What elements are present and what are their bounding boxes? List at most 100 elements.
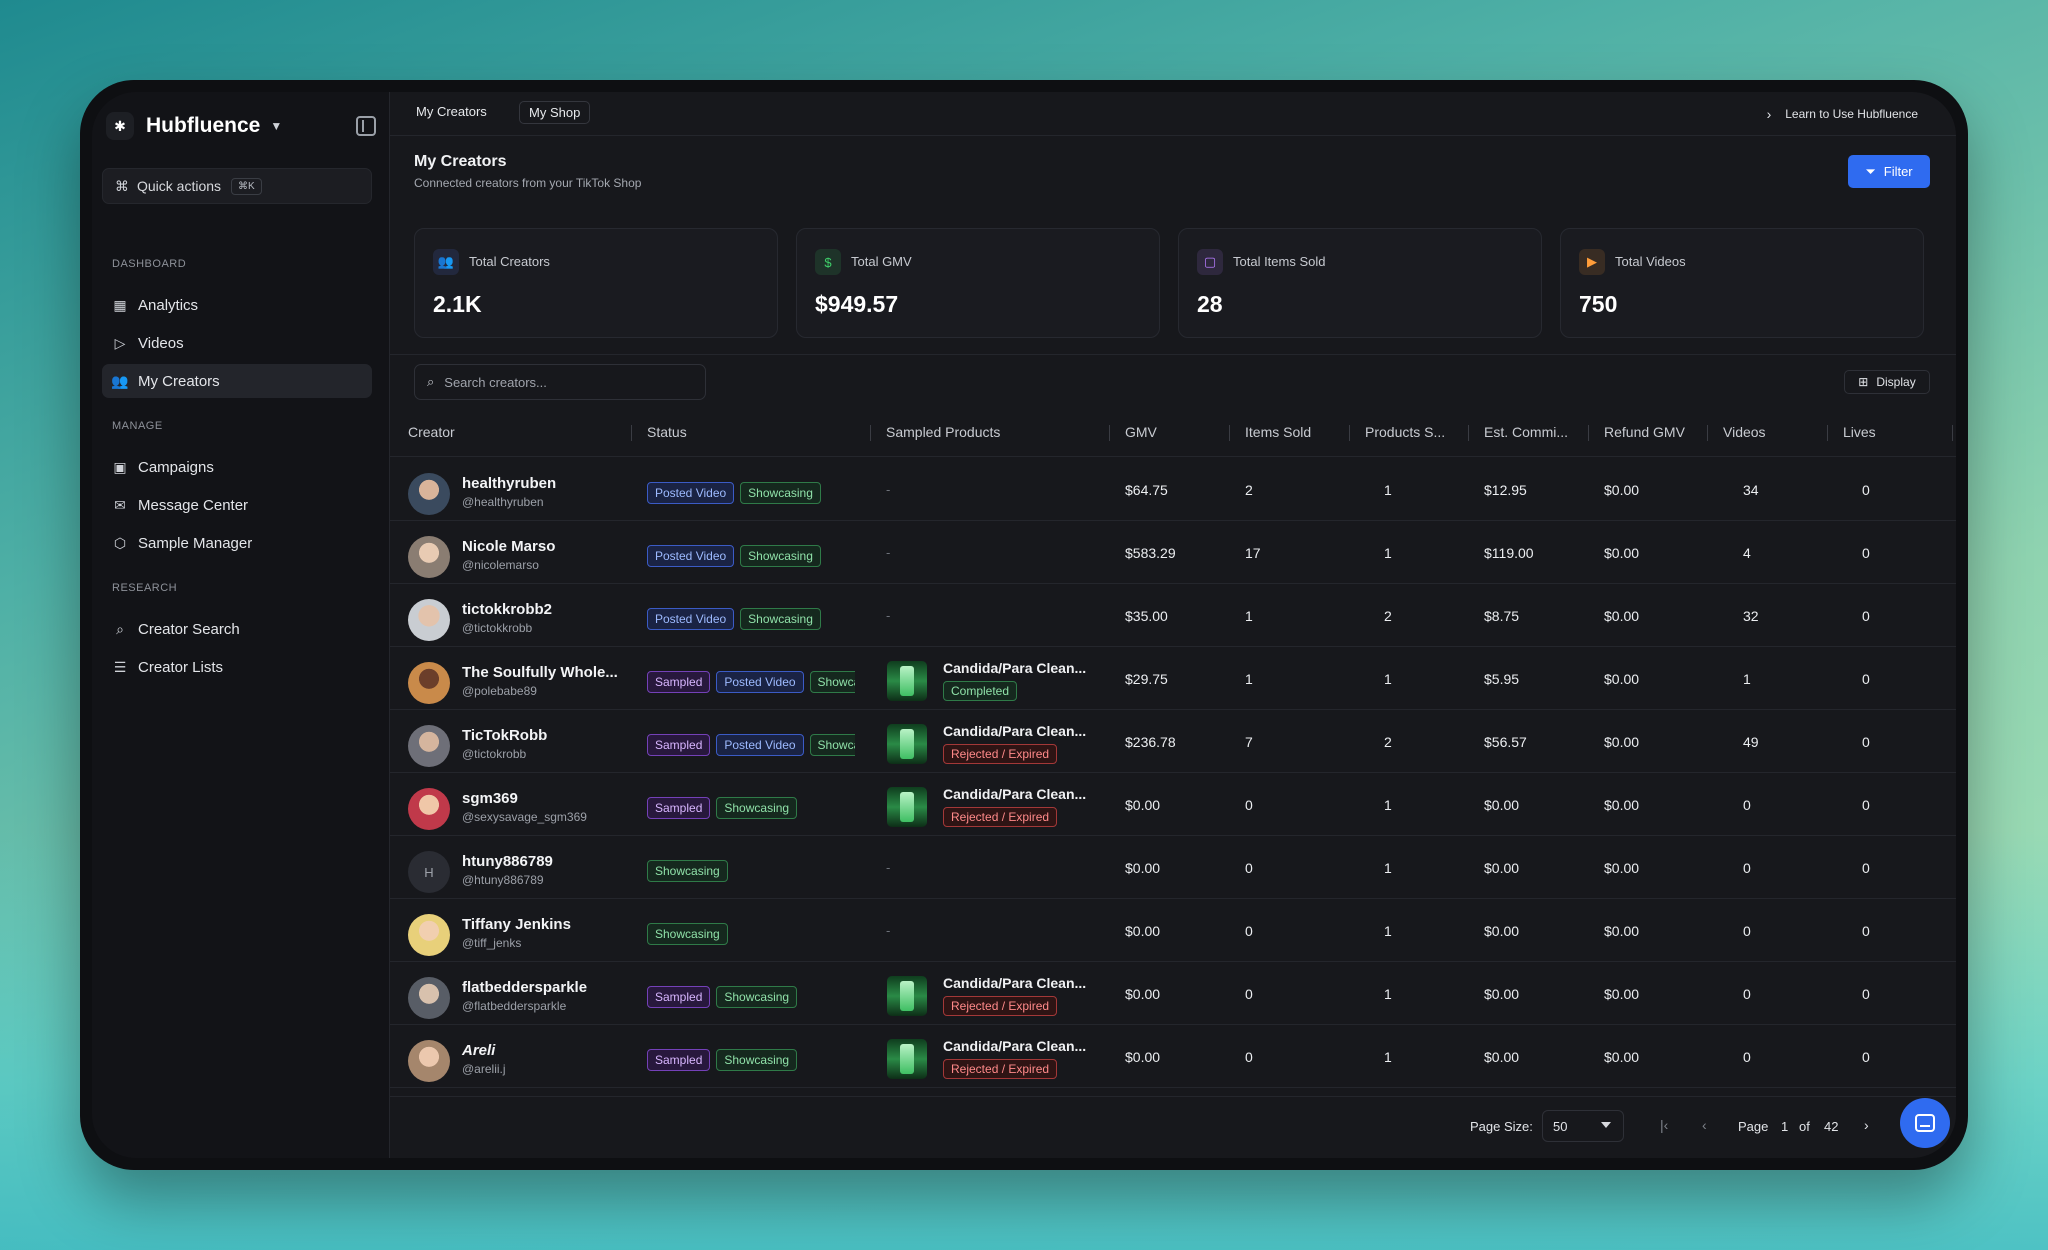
filter-label: Filter [1883, 164, 1913, 179]
cell-lives: 0 [1862, 986, 1870, 1002]
table-row[interactable]: Nicole Marso @nicolemarso Posted Video Show… [390, 521, 1956, 584]
table-row[interactable]: TicTokRobb @tictokrobb Sampled Posted Video… [390, 710, 1956, 773]
stat-card-total-creators: 👥 Total Creators 2.1K [414, 228, 778, 338]
creator-name[interactable]: tictokkrobb2 [462, 601, 553, 618]
column-divider[interactable] [870, 425, 871, 441]
tab-my-shop[interactable]: My Shop [519, 101, 591, 124]
product-name[interactable]: Candida/Para Clean... [943, 1038, 1087, 1054]
creator-name[interactable]: The Soulfully Whole... [462, 664, 618, 681]
first-page-button[interactable]: |‹ [1660, 1117, 1669, 1133]
product-name[interactable]: Candida/Para Clean... [943, 786, 1087, 802]
column-header-3[interactable]: GMV [1125, 424, 1157, 440]
chat-button[interactable] [1900, 1098, 1950, 1148]
column-header-8[interactable]: Videos [1723, 424, 1766, 440]
stat-value: $949.57 [815, 291, 899, 317]
product-status-badge: Rejected / Expired [943, 807, 1058, 827]
column-divider[interactable] [1588, 425, 1589, 441]
filter-button[interactable]: ⏷ Filter [1848, 155, 1930, 188]
cell-videos: 32 [1743, 608, 1759, 624]
table-row[interactable]: The Soulfully Whole... @polebabe89 Sampled… [390, 647, 1956, 710]
list-icon: ☰ [113, 658, 127, 675]
column-header-4[interactable]: Items Sold [1245, 424, 1312, 440]
search-input[interactable]: ⌕ Search creators... [414, 364, 706, 400]
display-button[interactable]: ⊞ Display [1844, 370, 1930, 394]
cell-items: 0 [1245, 986, 1253, 1002]
column-divider[interactable] [1349, 425, 1350, 441]
cell-items: 0 [1245, 860, 1253, 876]
status-badge: Posted Video [647, 545, 735, 567]
column-divider[interactable] [631, 425, 632, 441]
creator-name[interactable]: healthyruben [462, 475, 557, 492]
status-tags: Posted Video Showcasing [647, 608, 855, 632]
table-row[interactable]: sgm369 @sexysavage_sgm369 Sampled Showcasin… [390, 773, 1956, 836]
column-divider[interactable] [1109, 425, 1110, 441]
table-row[interactable]: healthyruben @healthyruben Posted Video Sho… [390, 458, 1956, 521]
app-window: ✱ Hubfluence ▼ ⌘ Quick actions ⌘K DASHBO… [92, 92, 1956, 1158]
sidebar-item-campaigns[interactable]: ▣ Campaigns [102, 450, 372, 484]
column-header-2[interactable]: Sampled Products [886, 424, 1001, 440]
cell-lives: 0 [1862, 608, 1870, 624]
learn-link[interactable]: › Learn to Use Hubfluence [1767, 106, 1918, 122]
cell-lives: 0 [1862, 671, 1870, 687]
divider [390, 354, 1956, 355]
sidebar-item-message-center[interactable]: ✉ Message Center [102, 488, 372, 522]
product-name[interactable]: Candida/Para Clean... [943, 723, 1087, 739]
stat-card-total-videos: ▶ Total Videos 750 [1560, 228, 1924, 338]
sidebar-item-videos[interactable]: ▷ Videos [102, 326, 372, 360]
creator-name[interactable]: htuny886789 [462, 853, 553, 870]
brand-switcher[interactable]: ✱ Hubfluence ▼ [106, 106, 376, 146]
cell-products: 1 [1384, 923, 1392, 939]
cell-refund: $0.00 [1604, 986, 1640, 1002]
sidebar-item-my-creators[interactable]: 👥 My Creators [102, 364, 372, 398]
product-name[interactable]: Candida/Para Clean... [943, 975, 1087, 991]
cell-comm: $0.00 [1484, 923, 1520, 939]
main-content: My Creators My Shop › Learn to Use Hubfl… [389, 92, 1956, 1158]
sidebar-collapse-icon[interactable] [356, 116, 376, 136]
creator-name[interactable]: sgm369 [462, 790, 518, 807]
column-header-6[interactable]: Est. Commi... [1484, 424, 1569, 440]
cell-products: 1 [1384, 482, 1392, 498]
tab-my-creators[interactable]: My Creators [416, 104, 487, 119]
creator-name[interactable]: Tiffany Jenkins [462, 916, 571, 933]
play-icon: ▷ [114, 334, 126, 351]
section-title-manage: MANAGE [112, 420, 163, 432]
cell-comm: $0.00 [1484, 860, 1520, 876]
column-header-5[interactable]: Products S... [1365, 424, 1446, 440]
next-page-button[interactable]: › [1864, 1117, 1869, 1133]
creator-name[interactable]: TicTokRobb [462, 727, 548, 744]
page-size-select[interactable]: 50 [1542, 1110, 1624, 1142]
table-row[interactable]: flatbeddersparkle @flatbeddersparkle Sampl… [390, 962, 1956, 1025]
avatar [408, 662, 450, 704]
users-icon: 👥 [111, 372, 129, 389]
column-divider[interactable] [1229, 425, 1230, 441]
column-divider[interactable] [1707, 425, 1708, 441]
column-header-9[interactable]: Lives [1843, 424, 1876, 440]
sidebar-item-creator-lists[interactable]: ☰ Creator Lists [102, 650, 372, 684]
creator-name[interactable]: Areli [462, 1042, 496, 1059]
brand-logo-icon: ✱ [106, 112, 134, 140]
cell-products: 1 [1384, 1049, 1392, 1065]
sidebar-item-analytics[interactable]: ▦ Analytics [102, 288, 372, 322]
column-divider[interactable] [1827, 425, 1828, 441]
column-header-0[interactable]: Creator [408, 424, 455, 440]
quick-actions-button[interactable]: ⌘ Quick actions ⌘K [102, 168, 372, 204]
column-divider[interactable] [1952, 425, 1953, 441]
cell-refund: $0.00 [1604, 482, 1640, 498]
column-header-7[interactable]: Refund GMV [1604, 424, 1685, 440]
table-row[interactable]: Tiffany Jenkins @tiff_jenks Showcasing - $0.… [390, 899, 1956, 962]
creator-name[interactable]: Nicole Marso [462, 538, 556, 555]
sidebar-item-sample-manager[interactable]: ⬡ Sample Manager [102, 526, 372, 560]
sidebar-item-creator-search[interactable]: ⌕ Creator Search [102, 612, 372, 646]
avatar [408, 914, 450, 956]
creator-handle: @tictokrobb [462, 747, 527, 761]
column-header-1[interactable]: Status [647, 424, 687, 440]
creator-name[interactable]: flatbeddersparkle [462, 979, 588, 996]
quick-actions-label: Quick actions [137, 178, 222, 194]
table-row[interactable]: Areli @arelii.j Sampled Showcasing Candida/P… [390, 1025, 1956, 1088]
product-name[interactable]: Candida/Para Clean... [943, 660, 1087, 676]
prev-page-button[interactable]: ‹ [1702, 1117, 1707, 1133]
column-divider[interactable] [1468, 425, 1469, 441]
table-row[interactable]: tictokkrobb2 @tictokkrobb Posted Video Show… [390, 584, 1956, 647]
sidebar-item-label: Message Center [138, 496, 249, 514]
